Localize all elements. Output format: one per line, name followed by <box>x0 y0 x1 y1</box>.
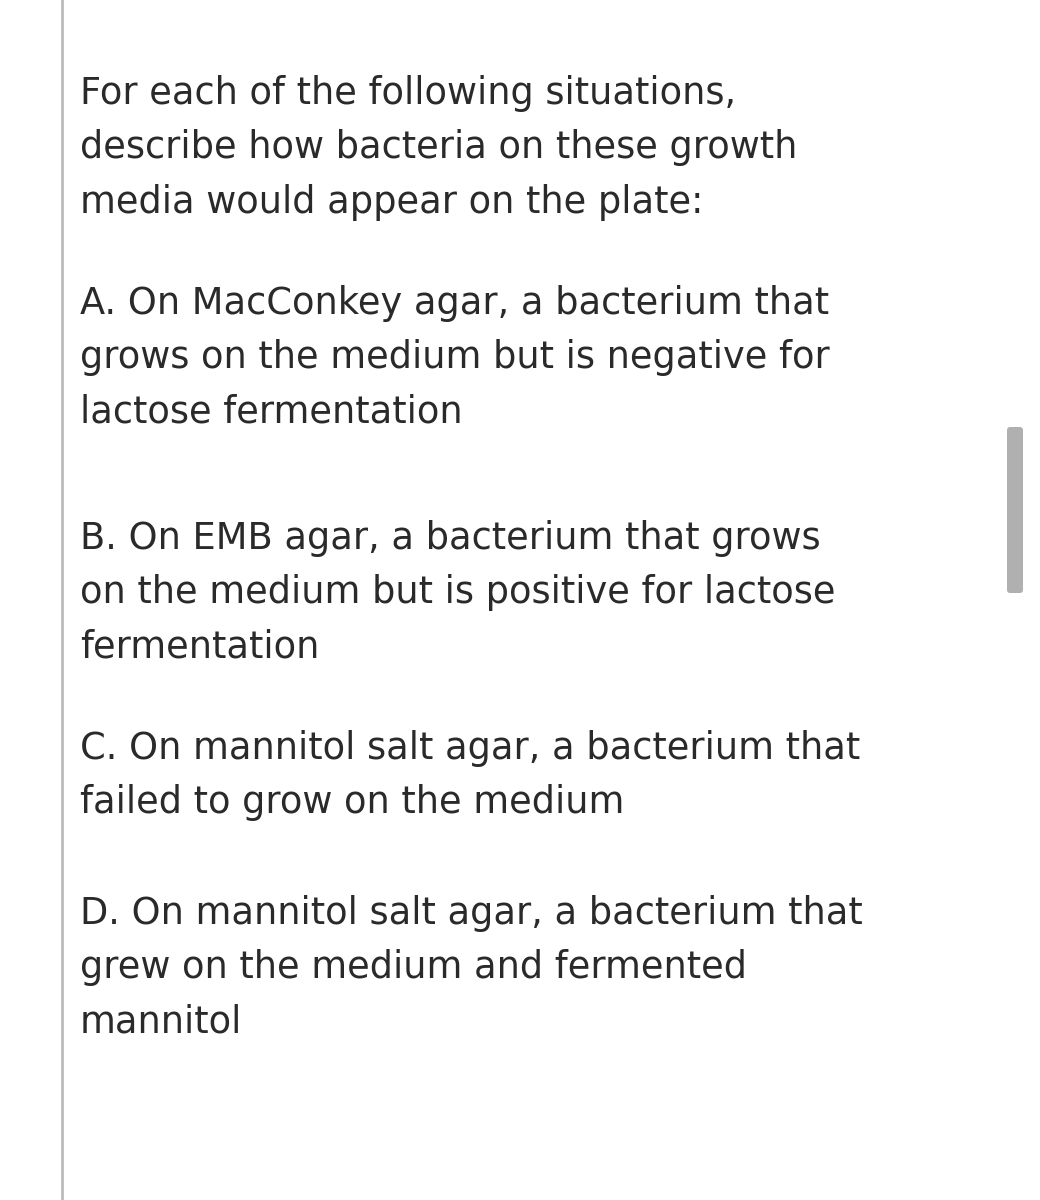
Text: D. On mannitol salt agar, a bacterium that
grew on the medium and fermented
mann: D. On mannitol salt agar, a bacterium th… <box>80 895 863 1040</box>
FancyBboxPatch shape <box>1007 427 1023 593</box>
Text: For each of the following situations,
describe how bacteria on these growth
medi: For each of the following situations, de… <box>80 74 798 221</box>
Text: C. On mannitol salt agar, a bacterium that
failed to grow on the medium: C. On mannitol salt agar, a bacterium th… <box>80 730 860 821</box>
Text: B. On EMB agar, a bacterium that grows
on the medium but is positive for lactose: B. On EMB agar, a bacterium that grows o… <box>80 520 835 666</box>
Text: A. On MacConkey agar, a bacterium that
grows on the medium but is negative for
l: A. On MacConkey agar, a bacterium that g… <box>80 284 830 431</box>
